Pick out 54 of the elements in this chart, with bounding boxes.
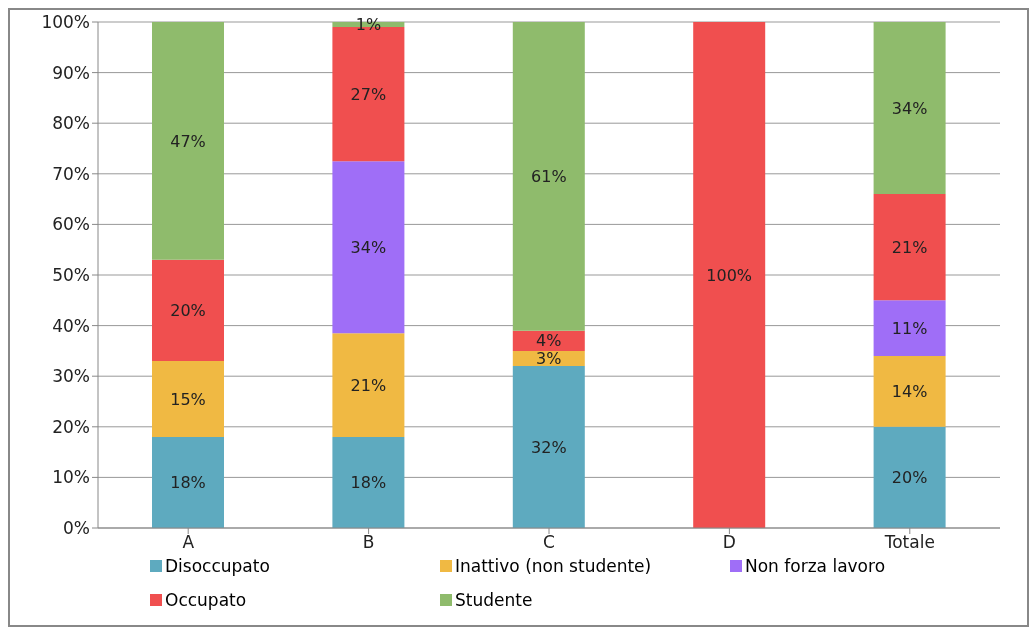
- bar: [152, 436, 224, 528]
- x-tick-label: B: [362, 532, 375, 553]
- y-tick-label: 70%: [52, 163, 90, 184]
- data-label: 100%: [706, 265, 753, 285]
- bar: [873, 426, 946, 528]
- data-label: 61%: [531, 167, 567, 187]
- bar: [873, 355, 946, 427]
- legend-label: Non forza lavoro: [745, 556, 886, 576]
- bar: [332, 161, 405, 334]
- data-label: 21%: [891, 237, 928, 257]
- data-label: 47%: [170, 131, 206, 151]
- data-label: 32%: [531, 437, 567, 457]
- bar: [332, 436, 405, 528]
- bar: [512, 366, 585, 528]
- bar: [873, 22, 946, 195]
- legend-label: Inattivo (non studente): [455, 556, 652, 576]
- data-label: 20%: [891, 468, 928, 488]
- data-label: 21%: [350, 375, 387, 395]
- legend-label: Disoccupato: [165, 556, 270, 576]
- y-tick-label: 50%: [52, 265, 90, 286]
- legend-label: Studente: [455, 590, 533, 610]
- bar: [873, 194, 946, 301]
- y-tick-label: 100%: [41, 12, 90, 33]
- bar: [512, 22, 585, 331]
- x-tick-label: D: [722, 532, 736, 553]
- bar: [152, 361, 224, 437]
- bar: [332, 333, 405, 437]
- y-tick-label: 20%: [52, 416, 90, 437]
- bar: [152, 259, 224, 362]
- data-label: 18%: [170, 473, 206, 493]
- x-tick-label: Totale: [883, 532, 935, 553]
- data-label: 34%: [891, 98, 928, 118]
- x-tick-label: C: [543, 532, 555, 553]
- x-tick-label: A: [182, 532, 195, 553]
- data-label: 15%: [170, 389, 206, 409]
- bar: [152, 22, 224, 260]
- y-tick-label: 80%: [52, 113, 90, 134]
- bar: [693, 22, 766, 528]
- data-label: 18%: [350, 473, 387, 493]
- y-tick-label: 0%: [63, 518, 90, 539]
- data-label: 11%: [891, 318, 928, 338]
- data-label: 3%: [536, 349, 562, 369]
- data-label: 20%: [170, 301, 206, 321]
- legend-label: Occupato: [165, 590, 247, 610]
- y-tick-label: 90%: [52, 62, 90, 83]
- y-tick-label: 30%: [52, 366, 90, 387]
- data-label: 14%: [891, 382, 928, 402]
- data-label: 4%: [536, 331, 562, 351]
- y-tick-label: 10%: [52, 467, 90, 488]
- y-tick-label: 60%: [52, 214, 90, 235]
- bar: [873, 300, 946, 356]
- data-label: 34%: [350, 237, 387, 257]
- data-label: 27%: [350, 84, 387, 104]
- y-tick-label: 40%: [52, 315, 90, 336]
